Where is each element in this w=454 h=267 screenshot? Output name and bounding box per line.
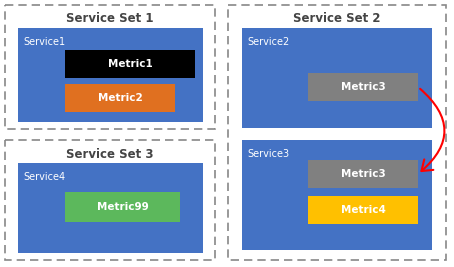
Bar	[308, 160, 418, 188]
Text: Service3: Service3	[247, 149, 289, 159]
Bar	[308, 73, 418, 101]
Text: Metric99: Metric99	[97, 202, 148, 212]
Bar	[65, 84, 175, 112]
Text: Service4: Service4	[23, 172, 65, 182]
Text: Service Set 1: Service Set 1	[66, 13, 154, 26]
Bar	[18, 28, 203, 122]
Bar	[242, 28, 432, 128]
Bar	[5, 5, 215, 129]
Text: Service Set 3: Service Set 3	[66, 147, 154, 160]
Bar	[242, 140, 432, 250]
Text: Metric3: Metric3	[340, 169, 385, 179]
Text: Metric4: Metric4	[340, 205, 385, 215]
Bar	[65, 192, 180, 222]
Bar	[65, 50, 195, 78]
Text: Metric1: Metric1	[108, 59, 153, 69]
Bar	[228, 5, 446, 260]
Bar	[5, 140, 215, 260]
Bar	[18, 163, 203, 253]
Text: Metric2: Metric2	[98, 93, 143, 103]
Text: Metric3: Metric3	[340, 82, 385, 92]
Text: Service2: Service2	[247, 37, 289, 47]
Text: Service Set 2: Service Set 2	[293, 13, 381, 26]
FancyArrowPatch shape	[420, 89, 444, 171]
Text: Service1: Service1	[23, 37, 65, 47]
Bar	[308, 196, 418, 224]
